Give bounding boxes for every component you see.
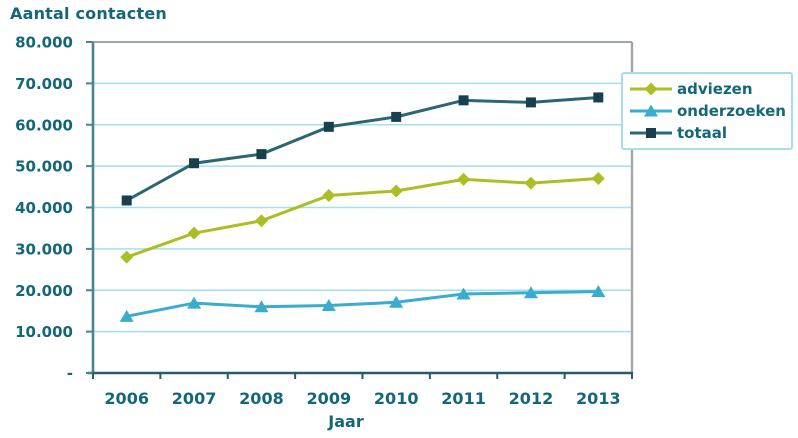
legend-marker — [646, 128, 656, 138]
data-point-totaal — [189, 158, 200, 169]
data-point-totaal — [391, 111, 402, 122]
diamond-marker-icon — [630, 82, 672, 96]
data-point-onderzoeken — [321, 299, 336, 312]
chart-title: Aantal contacten — [10, 4, 167, 23]
data-point-onderzoeken — [523, 286, 538, 299]
x-tick-label: 2011 — [441, 389, 486, 408]
data-point-adviezen — [322, 189, 336, 203]
legend: adviezen onderzoeken totaal — [621, 72, 793, 150]
legend-marker — [644, 104, 658, 117]
y-tick-label: 50.000 — [15, 158, 73, 176]
series-line-totaal — [125, 95, 599, 202]
legend-item-onderzoeken: onderzoeken — [629, 103, 789, 119]
y-tick-label: 40.000 — [15, 199, 73, 217]
data-point-onderzoeken — [119, 309, 134, 322]
square-marker-icon — [630, 128, 672, 138]
y-tick-label: 10.000 — [15, 323, 73, 341]
data-point-totaal — [593, 92, 604, 103]
legend-label: onderzoeken — [677, 101, 786, 120]
data-point-totaal — [458, 95, 469, 106]
x-tick-label: 2013 — [576, 389, 621, 408]
legend-marker — [644, 82, 658, 96]
data-point-adviezen — [187, 226, 201, 240]
y-tick-label: 80.000 — [15, 34, 73, 52]
legend-item-totaal: totaal — [629, 125, 789, 141]
x-tick-label: 2008 — [239, 389, 284, 408]
x-tick-label: 2007 — [172, 389, 217, 408]
legend-label: adviezen — [677, 79, 753, 98]
y-tick-label: 70.000 — [15, 75, 73, 93]
legend-item-adviezen: adviezen — [629, 81, 789, 97]
x-axis-title: Jaar — [327, 412, 364, 431]
data-point-onderzoeken — [591, 284, 606, 297]
legend-label: totaal — [677, 123, 728, 142]
data-point-onderzoeken — [389, 295, 404, 308]
triangle-marker-icon — [630, 104, 672, 117]
data-point-totaal — [525, 97, 536, 108]
x-tick-label: 2009 — [307, 389, 352, 408]
data-point-onderzoeken — [187, 296, 202, 309]
series-line-onderzoeken — [126, 289, 599, 318]
x-tick-label: 2006 — [104, 389, 149, 408]
data-point-onderzoeken — [254, 300, 269, 313]
gridlines — [93, 82, 632, 333]
data-point-totaal — [121, 195, 132, 206]
y-tick-label: 60.000 — [15, 116, 73, 134]
data-point-adviezen — [254, 214, 268, 228]
series-lines — [119, 92, 606, 322]
y-tick-label: - — [67, 365, 73, 383]
data-point-totaal — [323, 121, 334, 132]
x-tick-label: 2012 — [509, 389, 554, 408]
data-point-adviezen — [524, 176, 538, 190]
data-point-totaal — [256, 149, 267, 160]
y-tick-label: 20.000 — [15, 282, 73, 300]
data-point-adviezen — [389, 184, 403, 198]
axis-labels: 80.000 70.000 60.000 50.000 40.000 30.000 20.0… — [15, 34, 620, 409]
series-line-adviezen — [126, 177, 599, 259]
data-point-adviezen — [120, 250, 134, 264]
data-point-adviezen — [591, 172, 605, 186]
data-point-adviezen — [457, 172, 471, 186]
x-tick-label: 2010 — [374, 389, 419, 408]
axes — [86, 41, 633, 379]
y-tick-label: 30.000 — [15, 240, 73, 258]
data-point-onderzoeken — [456, 287, 471, 300]
